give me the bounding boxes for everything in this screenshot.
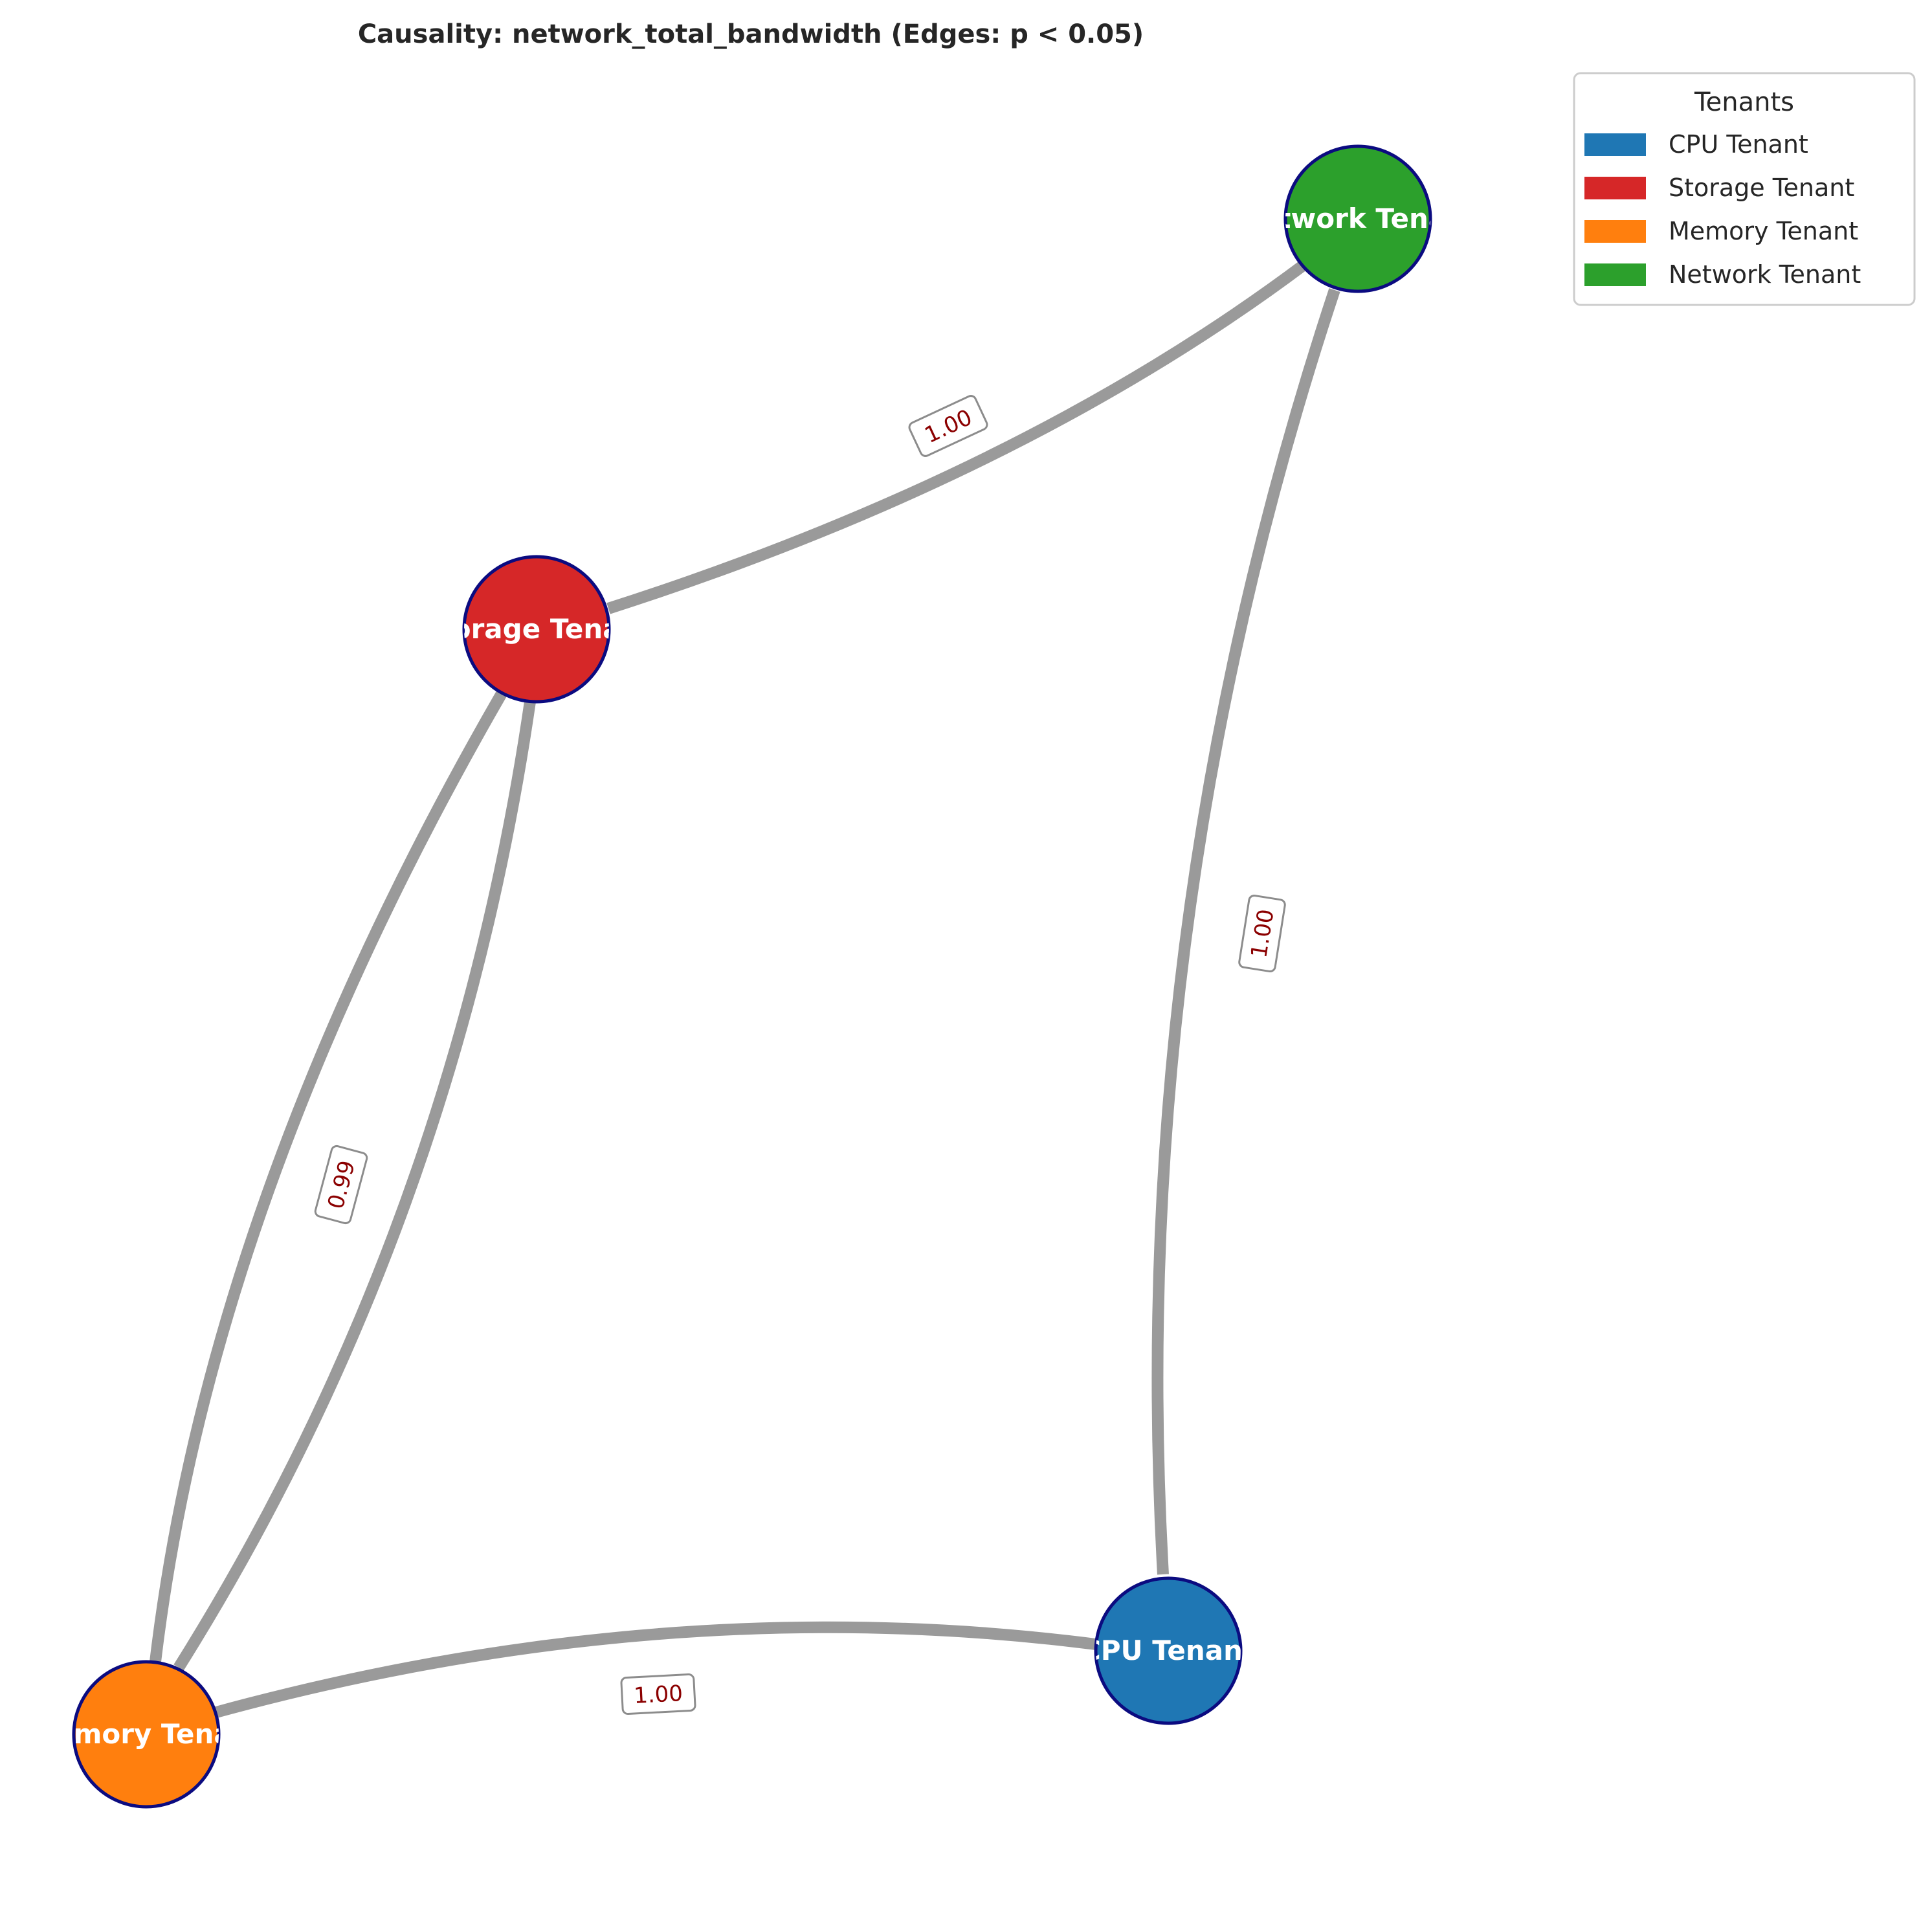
- legend-frame: [1573, 72, 1916, 306]
- edges-layer: [150, 259, 1340, 1718]
- legend-item-label: CPU Tenant: [1669, 130, 1808, 159]
- node-storage[interactable]: Storage Tenant: [419, 555, 653, 704]
- legend-item-label: Network Tenant: [1669, 260, 1861, 289]
- edge-memory-cpu: [214, 1621, 1097, 1718]
- node-network[interactable]: Network Tenant: [1237, 144, 1479, 293]
- node-label: Network Tenant: [1237, 203, 1479, 234]
- legend-item: Memory Tenant: [1584, 217, 1858, 245]
- node-label: Storage Tenant: [419, 613, 653, 645]
- edge-weight-text: 1.00: [633, 1681, 683, 1709]
- legend: Tenants CPU Tenant Storage Tenant Memory…: [1573, 72, 1916, 306]
- edge-label-memory-cpu: 1.00: [620, 1673, 696, 1715]
- node-memory[interactable]: Memory Tenant: [28, 1660, 264, 1809]
- edge-label-storage-memory: 0.99: [314, 1145, 368, 1225]
- edge-label-cpu-network: 1.00: [1238, 894, 1286, 973]
- legend-item: CPU Tenant: [1584, 130, 1808, 159]
- legend-item-label: Memory Tenant: [1669, 217, 1858, 245]
- node-label: CPU Tenant: [1081, 1635, 1256, 1666]
- edge-storage-memory: [150, 688, 508, 1663]
- legend-item: Network Tenant: [1584, 260, 1861, 289]
- edge-memory-storage: [173, 700, 536, 1671]
- edge-label-storage-network: 1.00: [908, 395, 988, 457]
- graph-title: Causality: network_total_bandwidth (Edge…: [358, 19, 1144, 49]
- edge-storage-network: [606, 259, 1309, 614]
- node-cpu[interactable]: CPU Tenant: [1081, 1576, 1256, 1725]
- edge-cpu-network: [1151, 288, 1340, 1575]
- node-label: Memory Tenant: [28, 1718, 264, 1750]
- legend-title: Tenants: [1694, 87, 1794, 117]
- legend-item: Storage Tenant: [1584, 173, 1854, 202]
- legend-item-label: Storage Tenant: [1669, 173, 1854, 202]
